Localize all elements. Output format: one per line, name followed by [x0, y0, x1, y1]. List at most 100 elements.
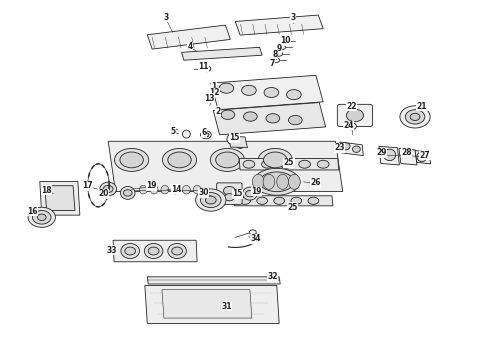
FancyBboxPatch shape — [217, 183, 242, 204]
Text: 30: 30 — [198, 188, 209, 197]
Ellipse shape — [168, 152, 191, 168]
Text: 25: 25 — [288, 203, 298, 212]
Ellipse shape — [120, 152, 144, 168]
Ellipse shape — [417, 152, 427, 162]
Ellipse shape — [271, 58, 280, 63]
Ellipse shape — [209, 95, 213, 103]
Ellipse shape — [182, 185, 190, 194]
Polygon shape — [147, 25, 230, 49]
Text: 11: 11 — [198, 62, 209, 71]
Ellipse shape — [115, 148, 149, 171]
Ellipse shape — [274, 51, 283, 56]
Polygon shape — [415, 150, 431, 164]
Text: 3: 3 — [163, 13, 169, 22]
Ellipse shape — [224, 194, 234, 201]
Ellipse shape — [100, 182, 117, 196]
Text: 23: 23 — [335, 143, 345, 152]
Ellipse shape — [172, 247, 182, 255]
Text: 13: 13 — [204, 94, 215, 103]
Ellipse shape — [221, 110, 235, 120]
Ellipse shape — [121, 243, 140, 258]
Ellipse shape — [210, 148, 245, 171]
Ellipse shape — [150, 185, 158, 194]
Text: 14: 14 — [172, 185, 182, 194]
Ellipse shape — [200, 131, 211, 139]
Ellipse shape — [162, 148, 196, 171]
Text: 16: 16 — [27, 207, 37, 216]
Ellipse shape — [289, 174, 300, 189]
Text: 24: 24 — [343, 121, 354, 130]
Ellipse shape — [216, 152, 239, 168]
Ellipse shape — [236, 140, 245, 148]
Ellipse shape — [243, 160, 255, 168]
Polygon shape — [147, 277, 280, 284]
Ellipse shape — [223, 186, 235, 195]
Ellipse shape — [266, 114, 280, 123]
Ellipse shape — [245, 190, 254, 197]
Ellipse shape — [242, 85, 256, 95]
Text: 15: 15 — [232, 189, 243, 198]
Polygon shape — [162, 290, 252, 318]
Ellipse shape — [172, 185, 179, 194]
Ellipse shape — [227, 134, 238, 144]
Ellipse shape — [346, 123, 356, 130]
Ellipse shape — [103, 185, 113, 193]
Polygon shape — [181, 47, 262, 60]
Polygon shape — [145, 285, 279, 323]
Text: 17: 17 — [82, 181, 93, 190]
Ellipse shape — [264, 152, 287, 168]
Ellipse shape — [219, 83, 234, 93]
Ellipse shape — [243, 187, 257, 200]
Ellipse shape — [257, 197, 268, 204]
Ellipse shape — [260, 172, 294, 192]
Text: 10: 10 — [280, 36, 290, 45]
Ellipse shape — [244, 112, 257, 121]
Text: 31: 31 — [221, 302, 232, 311]
Polygon shape — [211, 75, 323, 110]
Ellipse shape — [140, 185, 147, 194]
Text: 2: 2 — [216, 107, 221, 116]
Ellipse shape — [182, 130, 190, 138]
Text: 1: 1 — [211, 82, 217, 91]
Ellipse shape — [280, 160, 292, 168]
Ellipse shape — [410, 113, 420, 121]
Text: 18: 18 — [41, 185, 52, 194]
FancyBboxPatch shape — [337, 104, 372, 127]
Ellipse shape — [249, 230, 256, 235]
Text: 34: 34 — [250, 234, 261, 243]
Ellipse shape — [277, 174, 289, 189]
Text: 6: 6 — [201, 128, 207, 137]
Text: 32: 32 — [267, 272, 278, 281]
Ellipse shape — [240, 197, 250, 204]
Ellipse shape — [289, 116, 302, 125]
Ellipse shape — [252, 174, 264, 189]
Polygon shape — [213, 103, 326, 135]
Polygon shape — [233, 196, 333, 206]
Ellipse shape — [145, 243, 163, 258]
Ellipse shape — [299, 160, 311, 168]
Ellipse shape — [308, 197, 319, 204]
Ellipse shape — [262, 160, 273, 168]
Ellipse shape — [263, 174, 275, 189]
Polygon shape — [108, 141, 343, 192]
Text: 27: 27 — [419, 151, 430, 160]
Ellipse shape — [196, 189, 226, 211]
Text: 20: 20 — [98, 189, 109, 198]
Polygon shape — [45, 186, 75, 211]
Text: 12: 12 — [209, 88, 220, 97]
Polygon shape — [229, 136, 247, 148]
Ellipse shape — [28, 207, 55, 227]
Ellipse shape — [200, 193, 221, 208]
Ellipse shape — [258, 148, 293, 171]
Ellipse shape — [123, 190, 132, 196]
Ellipse shape — [125, 247, 136, 255]
Text: 7: 7 — [270, 59, 275, 68]
Polygon shape — [379, 146, 399, 165]
Polygon shape — [40, 181, 80, 215]
Polygon shape — [113, 240, 197, 262]
Text: 26: 26 — [310, 178, 320, 187]
Ellipse shape — [121, 186, 135, 199]
Text: 9: 9 — [276, 44, 282, 53]
Text: 28: 28 — [401, 148, 412, 157]
Ellipse shape — [318, 160, 329, 168]
